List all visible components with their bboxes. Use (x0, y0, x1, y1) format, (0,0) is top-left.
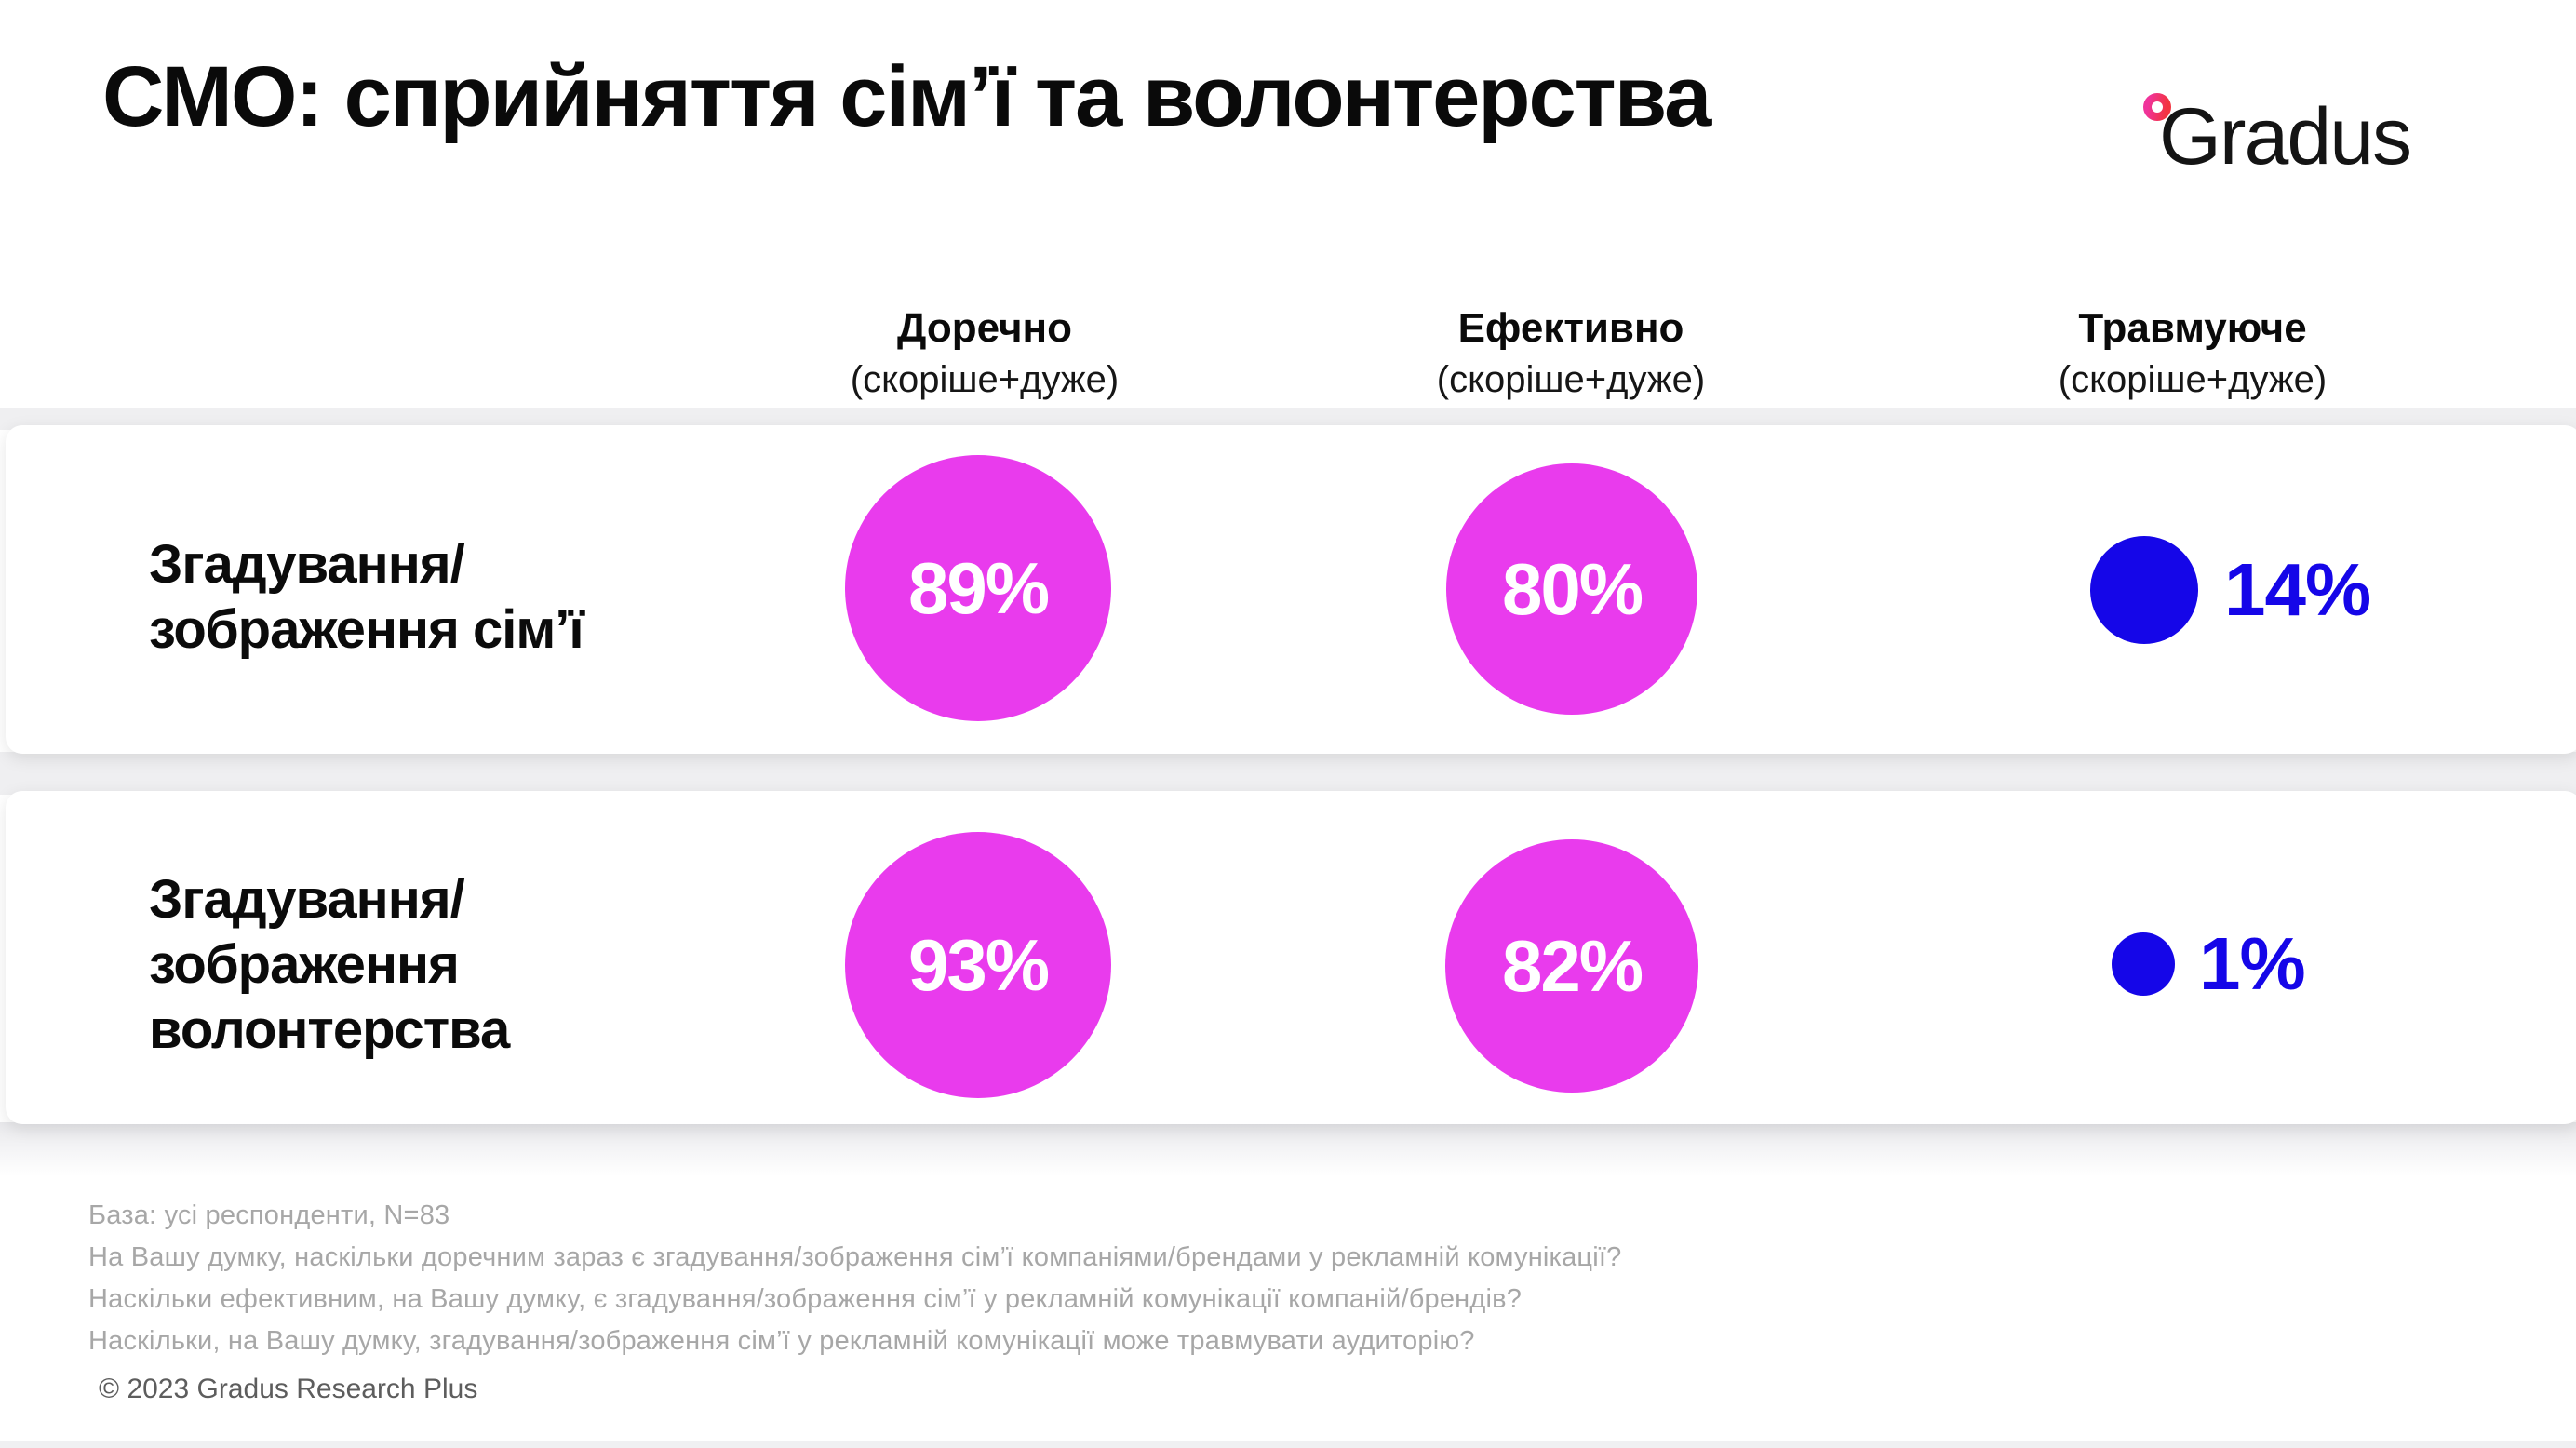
dot-group-family-traumatic: 14% (2090, 536, 2371, 644)
footnote-question-2: Наскільки ефективним, на Вашу думку, є з… (88, 1284, 1523, 1314)
bubble-value: 93% (907, 923, 1050, 1006)
column-header-label: Ефективно (1457, 305, 1684, 351)
bubble-value: 80% (1501, 547, 1644, 630)
separator-band-bottom (0, 1122, 2576, 1176)
row-label-line: Згадування/ (149, 869, 465, 930)
separator-band-middle (0, 752, 2576, 795)
bubble-family-effective: 80% (1446, 463, 1697, 715)
column-header-sublabel: (скоріше+дуже) (850, 359, 1120, 400)
column-header-label: Травмуюче (2078, 305, 2307, 351)
dot-family-traumatic (2090, 536, 2198, 644)
bottom-edge-strip (0, 1441, 2576, 1448)
bubble-volunteering-effective: 82% (1445, 839, 1698, 1093)
column-header-traumatic: Травмуюче (скоріше+дуже) (1895, 305, 2490, 401)
row-label-line: волонтерства (149, 999, 510, 1060)
bubble-value: 82% (1501, 924, 1644, 1007)
row-label-line: зображення (149, 934, 460, 995)
gradus-logo-dot-icon (2143, 93, 2171, 121)
footnote-question-3: Наскільки, на Вашу думку, згадування/зоб… (88, 1326, 1475, 1356)
footnote-question-1: На Вашу думку, наскільки доречним зараз … (88, 1242, 1622, 1272)
dot-value: 1% (2199, 922, 2306, 1005)
bubble-volunteering-appropriate: 93% (845, 832, 1111, 1098)
row-label-line: Згадування/ (149, 533, 465, 595)
column-header-appropriate: Доречно (скоріше+дуже) (687, 305, 1282, 401)
column-header-effective: Ефективно (скоріше+дуже) (1273, 305, 1869, 401)
dot-value: 14% (2224, 548, 2371, 631)
dot-volunteering-traumatic (2112, 932, 2175, 996)
bubble-family-appropriate: 89% (845, 455, 1111, 721)
row-label-line: зображення сім’ї (149, 598, 584, 660)
row-label-volunteering: Згадування/ зображення волонтерства (149, 867, 510, 1063)
dot-group-volunteering-traumatic: 1% (2112, 922, 2306, 1005)
column-header-sublabel: (скоріше+дуже) (1436, 359, 1706, 400)
gradus-logo-text: Gradus (2159, 92, 2412, 181)
row-label-family: Згадування/ зображення сім’ї (149, 532, 584, 663)
gradus-logo-dot-hole (2152, 101, 2163, 113)
column-header-sublabel: (скоріше+дуже) (2058, 359, 2328, 400)
footnote-base: База: усі респонденти, N=83 (88, 1200, 450, 1230)
copyright: © 2023 Gradus Research Plus (99, 1374, 478, 1404)
footnotes: База: усі респонденти, N=83 На Вашу думк… (88, 1195, 1621, 1362)
bubble-value: 89% (907, 546, 1050, 629)
column-header-label: Доречно (896, 305, 1072, 351)
page-title: СМО: сприйняття сім’ї та волонтерства (102, 49, 1711, 144)
gradus-logo: Gradus (2139, 82, 2511, 212)
